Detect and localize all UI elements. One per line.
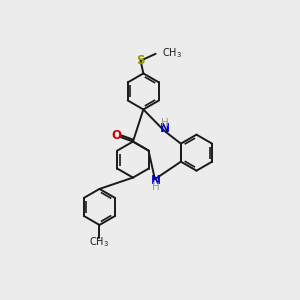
Text: CH$_3$: CH$_3$ — [89, 236, 110, 249]
Text: H: H — [161, 118, 169, 128]
Text: N: N — [160, 122, 170, 135]
Text: CH$_3$: CH$_3$ — [162, 46, 182, 59]
Text: O: O — [111, 129, 121, 142]
Text: H: H — [152, 182, 160, 192]
Text: S: S — [136, 54, 145, 67]
Text: N: N — [151, 174, 161, 187]
